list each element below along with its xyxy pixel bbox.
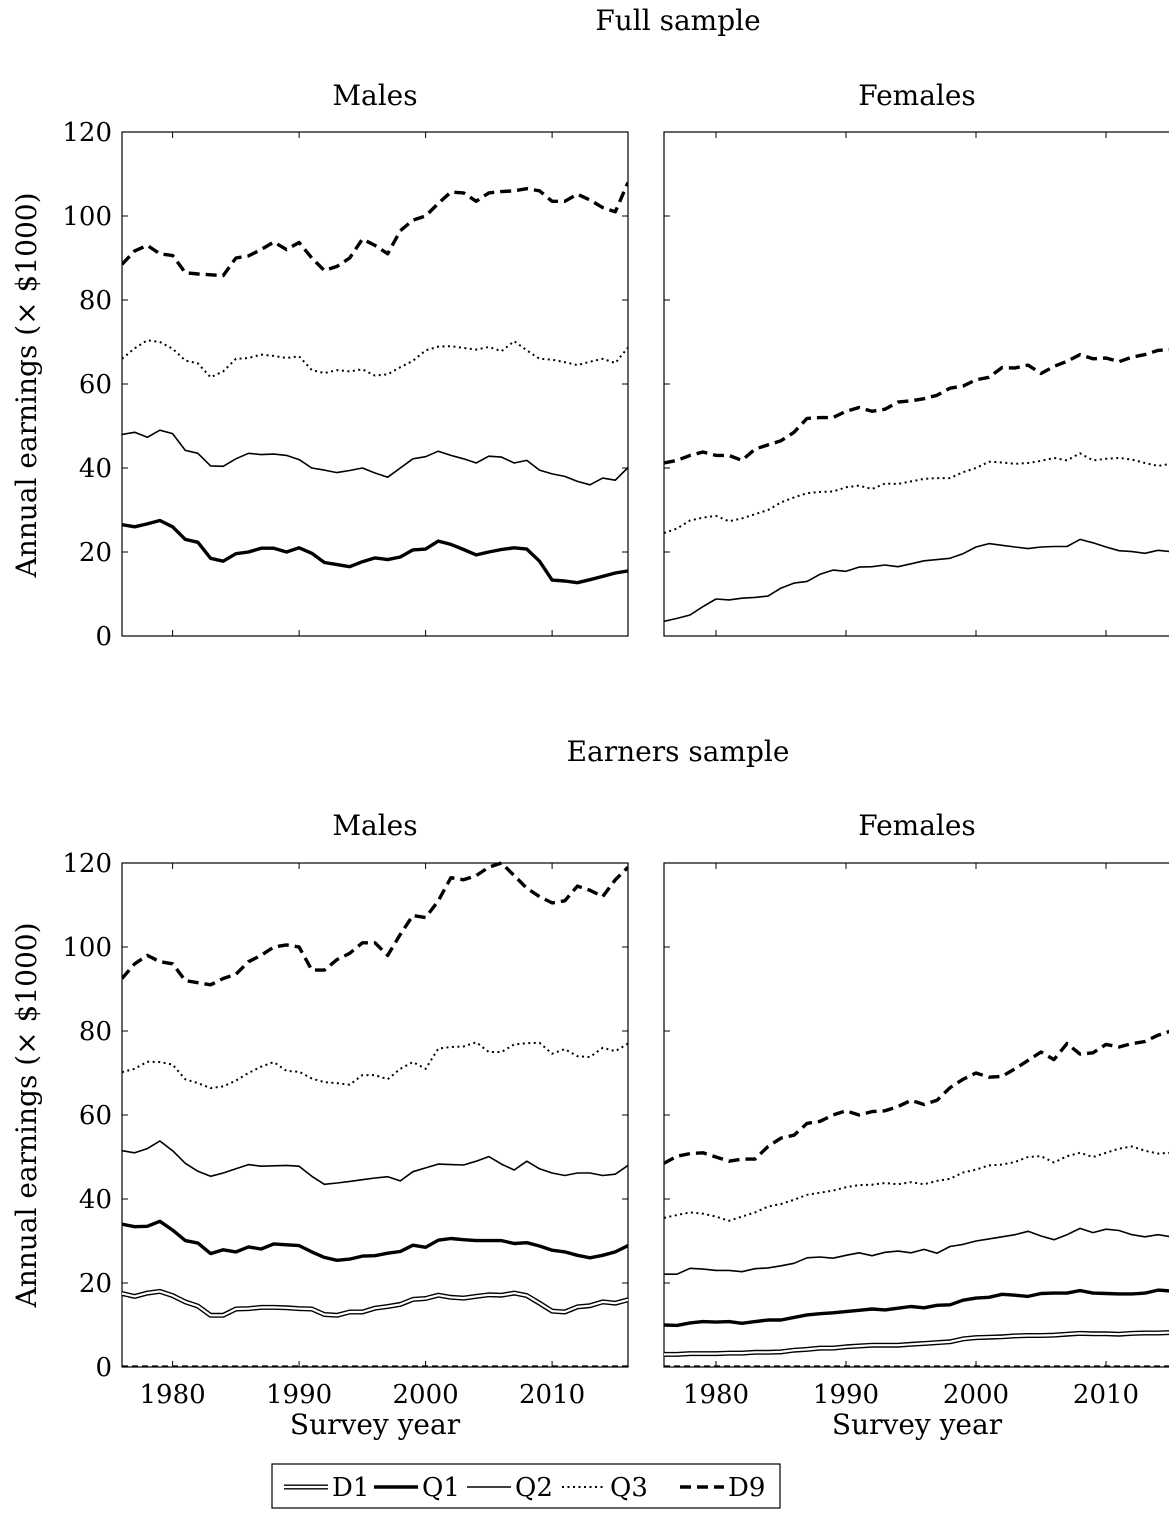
series-Q1 xyxy=(122,518,628,585)
x-tick-label: 2010 xyxy=(519,1380,585,1410)
series-line-D9 xyxy=(122,861,628,987)
y-axis-label-earners: Annual earnings (× $1000) xyxy=(10,922,43,1308)
panel-title-full-females: Females xyxy=(858,79,976,112)
legend-item-Q3: Q3 xyxy=(562,1473,648,1503)
series-Q2 xyxy=(664,1227,1169,1275)
legend-item-D1: D1 xyxy=(284,1473,369,1503)
series-Q1 xyxy=(122,1219,628,1263)
series-line-Q1 xyxy=(664,1288,1169,1328)
legend-label: Q3 xyxy=(610,1473,648,1503)
legend-label: D1 xyxy=(332,1473,369,1503)
series-D1 xyxy=(664,1330,1169,1357)
y-tick-label: 120 xyxy=(62,118,112,148)
y-tick-label: 40 xyxy=(79,1185,112,1215)
x-tick-label: 2010 xyxy=(1073,1380,1139,1410)
series-line-Q3 xyxy=(122,339,628,379)
series-line-Q3 xyxy=(664,452,1169,535)
x-tick-label: 2000 xyxy=(393,1380,459,1410)
x-axis-label-earners-males: Survey year xyxy=(290,1408,461,1441)
series-Q3 xyxy=(122,339,628,379)
plot-frame xyxy=(663,862,1169,1368)
series-Q3 xyxy=(122,1041,628,1090)
series-line-Q2 xyxy=(122,1140,628,1186)
series-line-D9 xyxy=(664,348,1169,465)
x-tick-label: 1990 xyxy=(266,1380,332,1410)
series-Q3 xyxy=(664,1145,1169,1222)
series-Q2 xyxy=(122,1140,628,1186)
series-line-Q3 xyxy=(122,1041,628,1090)
y-tick-label: 100 xyxy=(62,933,112,963)
legend-label: D9 xyxy=(728,1473,765,1503)
series-Q3 xyxy=(664,452,1169,535)
y-tick-label: 40 xyxy=(79,454,112,484)
series-Q2 xyxy=(664,538,1169,623)
series-D9 xyxy=(122,181,628,278)
plot-frame xyxy=(121,862,629,1368)
panel-title-full-males: Males xyxy=(332,79,417,112)
legend-label: Q1 xyxy=(422,1473,460,1503)
series-D9 xyxy=(664,1029,1169,1165)
series-line-Q1 xyxy=(122,1219,628,1263)
legend-item-Q1: Q1 xyxy=(374,1473,460,1503)
x-tick-label: 1980 xyxy=(140,1380,206,1410)
plot-frame xyxy=(121,131,629,637)
y-tick-label: 100 xyxy=(62,202,112,232)
series-line-Q2 xyxy=(664,538,1169,623)
panel-title-earners-males: Males xyxy=(332,809,417,842)
panel-3: 0 20 40 60 80 100 120 1980 1990 2000 2010 xyxy=(62,849,629,1410)
series-D9 xyxy=(664,348,1169,465)
series-line-Q2 xyxy=(122,429,628,486)
y-tick-label: 80 xyxy=(79,286,112,316)
legend-box xyxy=(271,1463,781,1509)
panel-1: 0 20 40 60 80 100 120 xyxy=(62,118,629,652)
section-title-full-sample: Full sample xyxy=(595,4,760,37)
legend: D1 Q1 Q2 Q3 D9 xyxy=(271,1463,781,1509)
series-D1 xyxy=(122,1288,628,1318)
y-tick-label: 0 xyxy=(95,1353,112,1383)
y-tick-label: 60 xyxy=(79,1101,112,1131)
x-tick-label: 1980 xyxy=(683,1380,749,1410)
x-axis-label-earners-females: Survey year xyxy=(832,1408,1003,1441)
series-line-Q2 xyxy=(664,1227,1169,1275)
series-line-D1 xyxy=(664,1331,1169,1356)
y-tick-label: 80 xyxy=(79,1017,112,1047)
series-Q1 xyxy=(664,1288,1169,1328)
y-axis-label-full: Annual earnings (× $1000) xyxy=(10,192,43,578)
panel-2 xyxy=(663,131,1169,637)
y-tick-label: 20 xyxy=(79,538,112,568)
series-line-D1 xyxy=(122,1290,628,1317)
series-line-Q1 xyxy=(122,518,628,585)
y-tick-label: 0 xyxy=(95,622,112,652)
series-line-D9 xyxy=(664,1029,1169,1165)
section-title-earners-sample: Earners sample xyxy=(567,735,790,768)
x-tick-label: 2000 xyxy=(943,1380,1009,1410)
series-line-D9 xyxy=(122,181,628,278)
legend-item-Q2: Q2 xyxy=(467,1473,553,1503)
y-tick-label: 60 xyxy=(79,370,112,400)
legend-label: Q2 xyxy=(515,1473,553,1503)
series-D9 xyxy=(122,861,628,987)
y-tick-label: 120 xyxy=(62,849,112,879)
legend-item-D9: D9 xyxy=(680,1473,765,1503)
panel-4: 1980 1990 2000 2010 xyxy=(663,862,1169,1410)
series-Q2 xyxy=(122,429,628,486)
y-tick-label: 20 xyxy=(79,1269,112,1299)
plot-frame xyxy=(663,131,1169,637)
x-tick-label: 1990 xyxy=(813,1380,879,1410)
series-line-Q3 xyxy=(664,1145,1169,1222)
panel-title-earners-females: Females xyxy=(858,809,976,842)
